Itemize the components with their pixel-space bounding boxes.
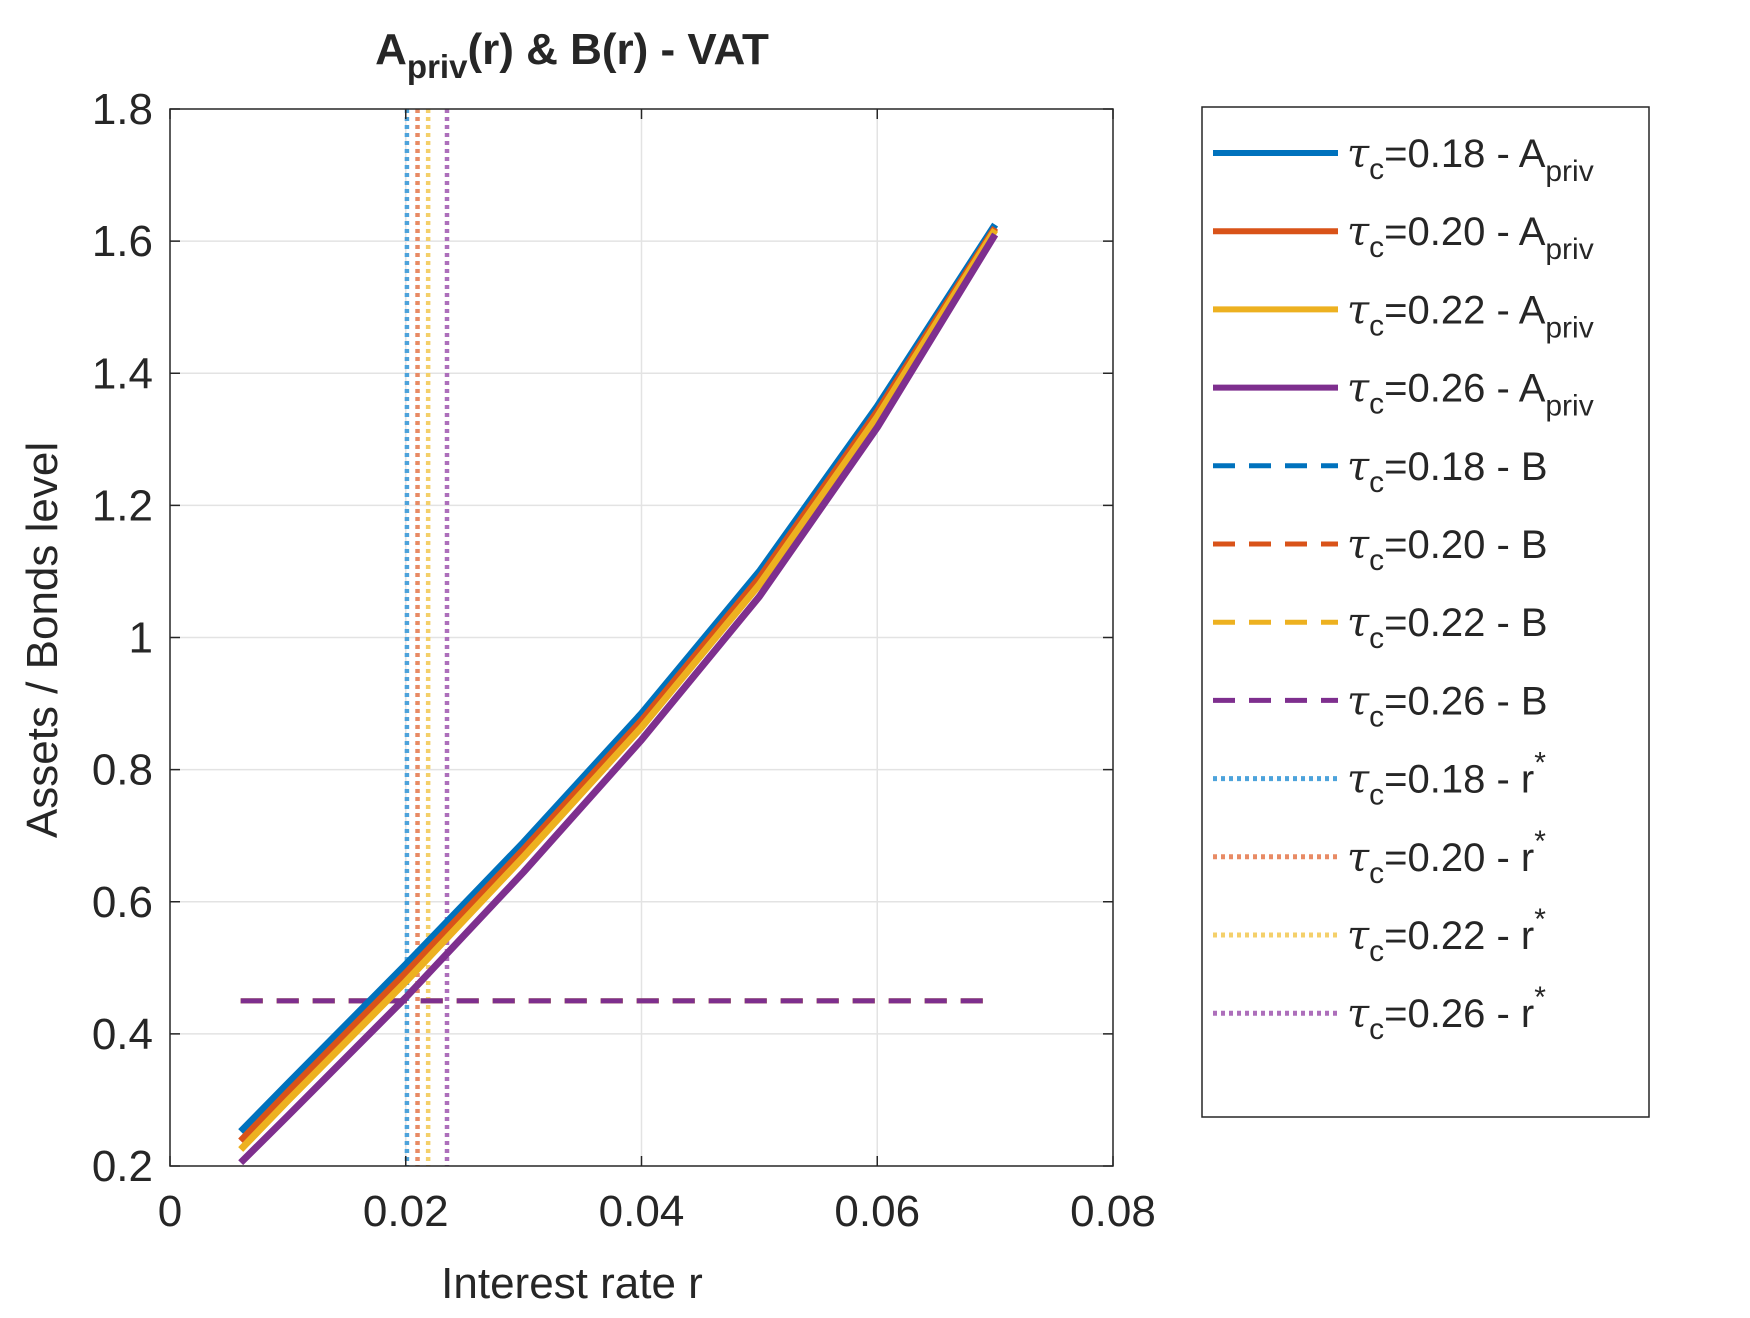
legend-series-name: =0.26 - r [1384, 992, 1534, 1036]
legend-entry-label: τc=0.20 - r* [1347, 825, 1546, 890]
legend-series-name: =0.22 - A [1384, 288, 1546, 332]
chart-title-subscript: priv [407, 48, 468, 85]
y-tick-label: 1.6 [92, 217, 153, 266]
legend-series-name: =0.20 - r [1384, 836, 1534, 880]
legend-subscript: priv [1545, 155, 1593, 188]
legend-subscript: priv [1545, 390, 1593, 423]
legend-series-name: =0.22 - B [1384, 601, 1547, 645]
legend-series-name: =0.22 - r [1384, 914, 1534, 958]
legend-entry-label: τc=0.26 - B [1347, 678, 1548, 733]
y-tick-label: 1 [129, 614, 153, 663]
legend-tau-subscript: c [1369, 1013, 1384, 1046]
legend-tau-symbol: τ [1347, 757, 1370, 803]
legend-superscript: * [1534, 825, 1546, 858]
legend-series-name: =0.18 - A [1384, 132, 1546, 176]
legend-subscript: priv [1545, 233, 1593, 266]
legend-entry-label: τc=0.22 - Apriv [1347, 287, 1594, 344]
legend-superscript: * [1534, 903, 1546, 936]
y-tick-label: 1.4 [92, 349, 153, 398]
legend-tau-subscript: c [1369, 231, 1384, 264]
legend-superscript: * [1534, 747, 1546, 780]
x-axis-label: Interest rate r [441, 1259, 703, 1308]
legend-tau-symbol: τ [1347, 131, 1370, 177]
y-tick-label: 1.8 [92, 85, 153, 134]
y-tick-label: 1.2 [92, 481, 153, 530]
y-axis-label: Assets / Bonds level [18, 442, 67, 838]
legend-tau-symbol: τ [1347, 444, 1370, 490]
legend-tau-symbol: τ [1347, 991, 1370, 1037]
legend-subscript: priv [1545, 311, 1593, 344]
legend-series-name: =0.18 - r [1384, 758, 1534, 802]
series-layer [238, 109, 999, 1166]
legend-entry-label: τc=0.18 - r* [1347, 747, 1546, 812]
legend-entry-label: τc=0.18 - B [1347, 444, 1548, 499]
legend-box [1201, 106, 1650, 1118]
legend-entry-label: τc=0.20 - Apriv [1347, 209, 1594, 266]
x-tick-label: 0.04 [599, 1187, 685, 1236]
chart-title-rest: (r) & B(r) - VAT [467, 25, 769, 74]
legend-tau-symbol: τ [1347, 522, 1370, 568]
a-priv-series-line [238, 232, 999, 1166]
chart-title: Apriv(r) & B(r) - VAT [375, 25, 769, 85]
axes: 0 0.02 0.04 0.06 0.08 0.2 0.4 0.6 0.8 1 1.2 1.4 1.6 1… [92, 85, 1156, 1236]
legend-entry-label: τc=0.22 - r* [1347, 903, 1546, 968]
legend-series-name: =0.18 - B [1384, 445, 1547, 489]
legend-tau-symbol: τ [1347, 209, 1370, 255]
y-tick-label: 0.4 [92, 1010, 153, 1059]
legend-entry-label: τc=0.26 - r* [1347, 981, 1546, 1046]
legend-entry-label: τc=0.18 - Apriv [1347, 131, 1594, 188]
legend-series-name: =0.20 - A [1384, 210, 1546, 254]
legend-tau-symbol: τ [1347, 287, 1370, 333]
legend-tau-symbol: τ [1347, 366, 1370, 412]
legend-tau-subscript: c [1369, 779, 1384, 812]
legend-tau-symbol: τ [1347, 600, 1370, 646]
a-priv-series-line [238, 228, 999, 1152]
legend-tau-subscript: c [1369, 388, 1384, 421]
legend-tau-subscript: c [1369, 466, 1384, 499]
legend-tau-subscript: c [1369, 935, 1384, 968]
x-tick-label: 0.08 [1070, 1187, 1156, 1236]
x-tick-label: 0.06 [834, 1187, 920, 1236]
y-tick-label: 0.8 [92, 746, 153, 795]
legend-entry-label: τc=0.22 - B [1347, 600, 1548, 655]
x-tick-label: 0.02 [363, 1187, 449, 1236]
legend-superscript: * [1534, 981, 1546, 1014]
legend-tau-subscript: c [1369, 309, 1384, 342]
legend-series-name: =0.26 - A [1384, 367, 1546, 411]
legend-tau-subscript: c [1369, 857, 1384, 890]
legend-tau-symbol: τ [1347, 835, 1370, 881]
legend-tau-symbol: τ [1347, 913, 1370, 959]
legend-series-name: =0.20 - B [1384, 523, 1547, 567]
y-tick-label: 0.6 [92, 878, 153, 927]
legend-tau-subscript: c [1369, 153, 1384, 186]
legend-series-name: =0.26 - B [1384, 679, 1547, 723]
legend-tau-subscript: c [1369, 700, 1384, 733]
x-tick-label: 0 [158, 1187, 182, 1236]
legend-entry-label: τc=0.20 - B [1347, 522, 1548, 577]
legend-tau-subscript: c [1369, 544, 1384, 577]
y-tick-label: 0.2 [92, 1142, 153, 1191]
legend-tau-symbol: τ [1347, 678, 1370, 724]
legend-entry-label: τc=0.26 - Apriv [1347, 366, 1594, 423]
chart-title-main: A [375, 25, 407, 74]
legend-tau-subscript: c [1369, 622, 1384, 655]
